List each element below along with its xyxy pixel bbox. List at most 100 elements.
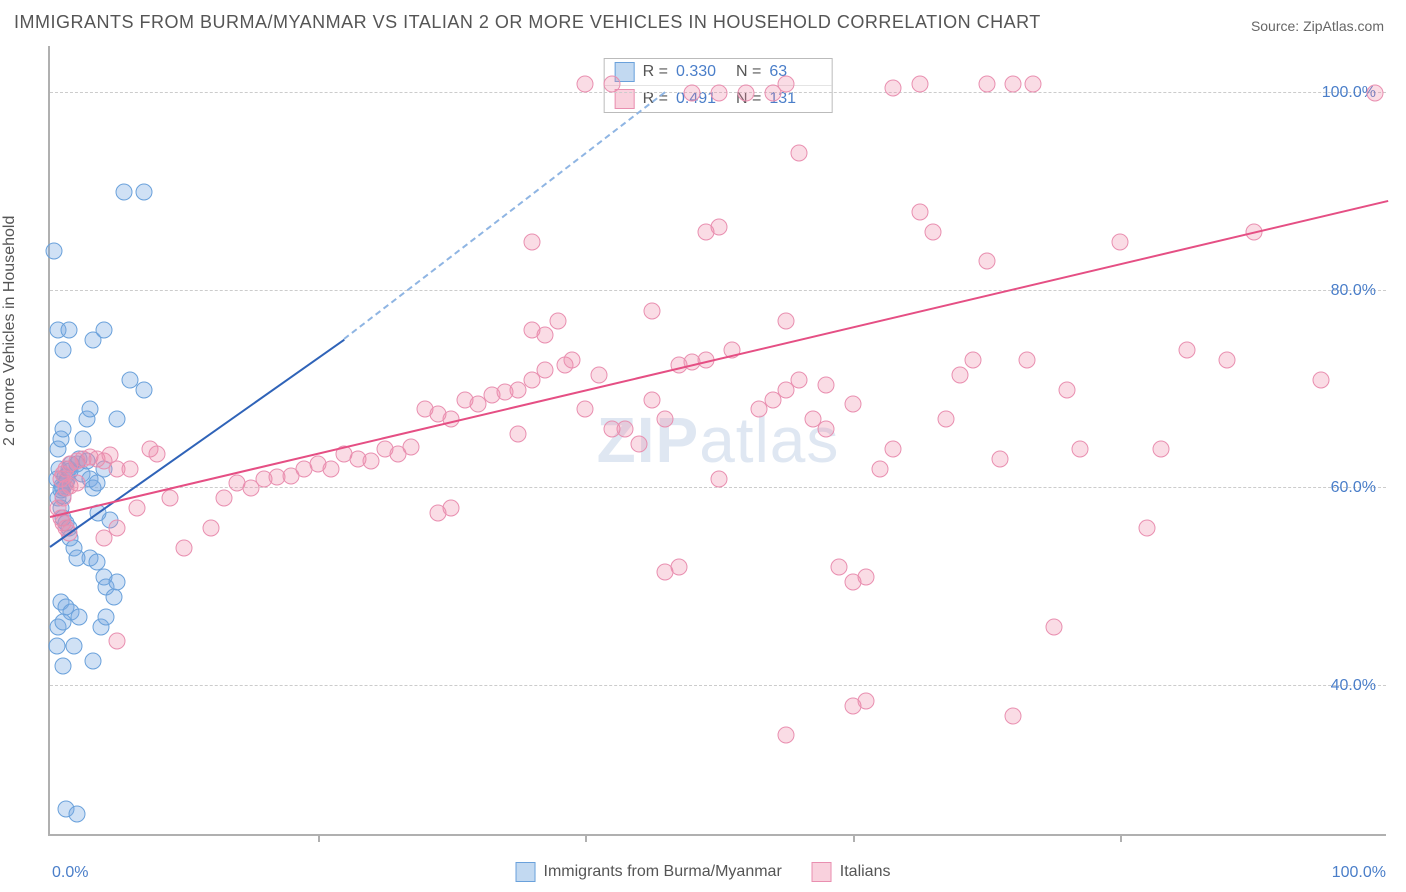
data-point (858, 569, 875, 586)
source-label: Source: (1251, 18, 1299, 34)
x-tick (585, 834, 587, 842)
data-point (978, 253, 995, 270)
data-point (403, 438, 420, 455)
data-point (71, 608, 88, 625)
legend-swatch-pink-icon (812, 862, 832, 882)
data-point (149, 445, 166, 462)
data-point (630, 435, 647, 452)
data-point (202, 519, 219, 536)
data-point (951, 366, 968, 383)
data-point (1179, 342, 1196, 359)
legend-label-blue: Immigrants from Burma/Myanmar (544, 863, 782, 881)
data-point (644, 302, 661, 319)
legend-label-pink: Italians (840, 863, 891, 881)
data-point (777, 312, 794, 329)
data-point (1112, 233, 1129, 250)
data-point (108, 519, 125, 536)
x-min-label: 0.0% (52, 864, 88, 882)
data-point (603, 75, 620, 92)
data-point (884, 440, 901, 457)
data-point (871, 460, 888, 477)
y-axis-title: 2 or more Vehicles in Household (1, 216, 19, 446)
data-point (1219, 352, 1236, 369)
source-attribution: Source: ZipAtlas.com (1251, 18, 1384, 34)
data-point (884, 80, 901, 97)
data-point (1072, 440, 1089, 457)
source-link[interactable]: ZipAtlas.com (1303, 18, 1384, 34)
data-point (98, 608, 115, 625)
data-point (55, 613, 72, 630)
data-point (1366, 85, 1383, 102)
data-point (108, 411, 125, 428)
stats-row-blue: R = 0.330 N = 63 (605, 59, 832, 85)
data-point (590, 366, 607, 383)
data-point (523, 233, 540, 250)
data-point (577, 401, 594, 418)
data-point (791, 144, 808, 161)
y-tick-label: 40.0% (1331, 677, 1376, 695)
data-point (128, 500, 145, 517)
data-point (1005, 707, 1022, 724)
data-point (66, 638, 83, 655)
data-point (443, 500, 460, 517)
data-point (115, 184, 132, 201)
gridline-h (50, 290, 1386, 291)
data-point (818, 421, 835, 438)
data-point (777, 381, 794, 398)
data-point (577, 75, 594, 92)
data-point (684, 85, 701, 102)
trend-line-blue-dashed (344, 92, 666, 340)
data-point (162, 490, 179, 507)
data-point (95, 322, 112, 339)
data-point (135, 184, 152, 201)
y-tick-label: 80.0% (1331, 282, 1376, 300)
data-point (563, 352, 580, 369)
scatter-chart: ZIPatlas R = 0.330 N = 63 R = 0.491 N = … (48, 46, 1386, 836)
data-point (858, 692, 875, 709)
data-point (644, 391, 661, 408)
data-point (1139, 519, 1156, 536)
data-point (363, 452, 380, 469)
chart-title: IMMIGRANTS FROM BURMA/MYANMAR VS ITALIAN… (14, 12, 1041, 33)
data-point (965, 352, 982, 369)
legend-item-pink: Italians (812, 862, 891, 882)
data-point (657, 411, 674, 428)
data-point (617, 421, 634, 438)
data-point (48, 638, 65, 655)
legend-swatch-blue-icon (516, 862, 536, 882)
data-point (68, 475, 85, 492)
data-point (88, 475, 105, 492)
data-point (537, 327, 554, 344)
data-point (911, 203, 928, 220)
gridline-h (50, 685, 1386, 686)
data-point (55, 342, 72, 359)
data-point (68, 806, 85, 823)
data-point (818, 376, 835, 393)
data-point (711, 218, 728, 235)
data-point (938, 411, 955, 428)
data-point (537, 361, 554, 378)
data-point (106, 589, 123, 606)
data-point (215, 490, 232, 507)
data-point (82, 401, 99, 418)
data-point (925, 223, 942, 240)
data-point (737, 85, 754, 102)
n-value-blue: 63 (769, 63, 821, 81)
legend: Immigrants from Burma/Myanmar Italians (510, 860, 897, 884)
data-point (1152, 440, 1169, 457)
legend-item-blue: Immigrants from Burma/Myanmar (516, 862, 782, 882)
r-label: R = (643, 63, 668, 81)
data-point (711, 470, 728, 487)
data-point (1005, 75, 1022, 92)
data-point (55, 421, 72, 438)
data-point (670, 559, 687, 576)
data-point (1058, 381, 1075, 398)
r-value-blue: 0.330 (676, 63, 728, 81)
data-point (60, 322, 77, 339)
data-point (1045, 618, 1062, 635)
data-point (108, 633, 125, 650)
data-point (46, 243, 63, 260)
data-point (911, 75, 928, 92)
data-point (122, 460, 139, 477)
data-point (711, 85, 728, 102)
